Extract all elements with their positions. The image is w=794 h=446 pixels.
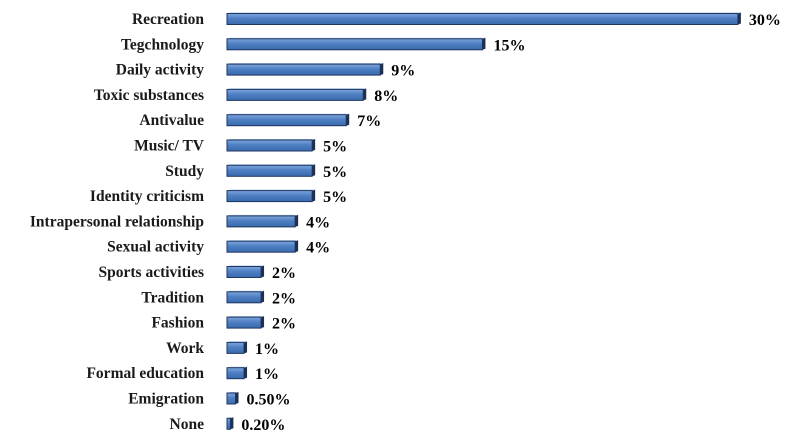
category-label: Tegchnology bbox=[121, 36, 204, 53]
bar bbox=[226, 114, 347, 127]
value-label: 30% bbox=[749, 12, 781, 29]
bar-side bbox=[363, 88, 367, 101]
category-label: Recreation bbox=[132, 11, 204, 28]
bar-group: Formal education 1% bbox=[86, 365, 279, 383]
bar-side bbox=[380, 63, 384, 76]
value-label: 9% bbox=[391, 63, 415, 80]
value-label: 1% bbox=[255, 366, 279, 383]
bar-group: Sports activities 2% bbox=[99, 264, 297, 282]
bar-group: Work 1% bbox=[166, 340, 279, 358]
value-label: 5% bbox=[323, 164, 347, 181]
value-label: 2% bbox=[272, 290, 296, 307]
bar-side bbox=[261, 265, 265, 278]
category-label: Formal education bbox=[86, 365, 204, 382]
bar-group: Recreation 30% bbox=[132, 11, 781, 29]
category-label: Identity criticism bbox=[90, 188, 204, 205]
bar-group: Tradition 2% bbox=[141, 289, 296, 307]
bar-group: None 0.20% bbox=[170, 416, 286, 434]
category-label: Intrapersonal relationship bbox=[30, 213, 204, 230]
value-label: 4% bbox=[306, 240, 330, 257]
value-label: 5% bbox=[323, 139, 347, 156]
value-label: 15% bbox=[493, 37, 525, 54]
bar bbox=[226, 240, 296, 253]
bar-group: Emigration 0.50% bbox=[128, 391, 290, 409]
value-label: 4% bbox=[306, 214, 330, 231]
bar-group: Daily activity 9% bbox=[116, 62, 416, 80]
bar-group: Tegchnology 15% bbox=[121, 36, 525, 54]
bar bbox=[226, 63, 381, 76]
bar bbox=[226, 13, 739, 25]
bar-group: Sexual activity 4% bbox=[107, 239, 330, 257]
bar bbox=[226, 316, 262, 329]
category-label: None bbox=[170, 416, 205, 433]
bar-side bbox=[235, 392, 239, 404]
bar-side bbox=[482, 37, 486, 50]
bar-side bbox=[230, 417, 234, 430]
bar-group: Study 5% bbox=[165, 163, 347, 181]
value-label: 7% bbox=[357, 113, 381, 130]
bar bbox=[226, 417, 231, 430]
bar-side bbox=[346, 113, 350, 126]
category-label: Emigration bbox=[128, 391, 204, 408]
bar-group: Intrapersonal relationship 4% bbox=[30, 213, 330, 231]
bar bbox=[226, 139, 313, 152]
bar bbox=[226, 367, 245, 380]
bar-side bbox=[312, 164, 316, 177]
value-label: 2% bbox=[272, 265, 296, 282]
category-label: Sports activities bbox=[99, 264, 204, 281]
bar-side bbox=[295, 214, 299, 227]
bar bbox=[226, 291, 262, 304]
value-label: 8% bbox=[374, 88, 398, 105]
bar bbox=[226, 215, 296, 228]
category-label: Antivalue bbox=[139, 112, 204, 129]
value-label: 0.50% bbox=[247, 392, 291, 409]
category-label: Tradition bbox=[141, 289, 204, 306]
category-label: Daily activity bbox=[116, 62, 204, 79]
bar-group: Identity criticism 5% bbox=[90, 188, 347, 206]
bar bbox=[226, 190, 313, 203]
category-label: Sexual activity bbox=[107, 239, 204, 256]
bar-side bbox=[312, 139, 316, 151]
category-label: Toxic substances bbox=[94, 87, 204, 104]
bar-side bbox=[295, 240, 299, 253]
bar bbox=[226, 38, 483, 51]
value-label: 1% bbox=[255, 341, 279, 358]
category-label: Study bbox=[165, 163, 204, 180]
bar bbox=[226, 164, 313, 177]
bar-side bbox=[261, 290, 265, 303]
bar-side bbox=[737, 12, 741, 25]
value-label: 0.20% bbox=[241, 417, 285, 434]
bar-group: Antivalue 7% bbox=[139, 112, 381, 130]
bar bbox=[226, 392, 237, 405]
value-label: 5% bbox=[323, 189, 347, 206]
value-label: 2% bbox=[272, 316, 296, 333]
category-label: Work bbox=[166, 340, 204, 357]
category-label: Music/ TV bbox=[134, 138, 205, 155]
bar-side bbox=[261, 316, 265, 329]
bar bbox=[226, 341, 245, 354]
bar-side bbox=[312, 189, 316, 202]
bar-group: Fashion 2% bbox=[151, 315, 296, 333]
bar bbox=[226, 88, 364, 101]
bar bbox=[226, 266, 262, 278]
bar-group: Music/ TV 5% bbox=[134, 138, 347, 156]
category-label: Fashion bbox=[151, 315, 204, 332]
bar-side bbox=[244, 366, 248, 379]
bar-side bbox=[244, 341, 248, 354]
bar-group: Toxic substances 8% bbox=[94, 87, 398, 105]
